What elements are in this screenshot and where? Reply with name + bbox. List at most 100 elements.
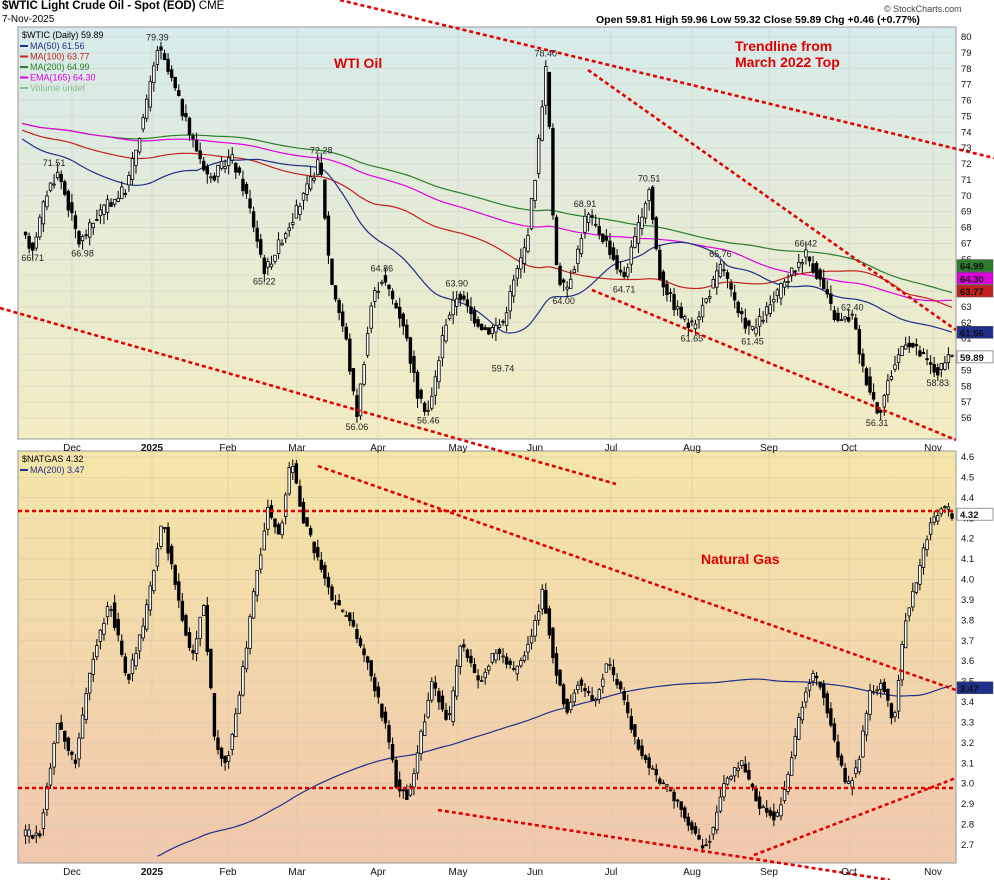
oil-candle (55, 171, 60, 179)
gas-candle (116, 618, 120, 636)
oil-candle (497, 324, 502, 328)
oil-candle (554, 216, 559, 266)
oil-candle (861, 353, 865, 367)
gas-candle (650, 767, 655, 770)
oil-candle (287, 227, 291, 232)
oil-candle (483, 327, 487, 330)
gas-candle (355, 629, 359, 640)
gas-candle (70, 751, 74, 755)
oil-y-tick: 57 (961, 397, 972, 408)
oil-candle (408, 337, 413, 364)
oil-candle (715, 270, 719, 288)
gas-candle (861, 730, 865, 758)
oil-candle (547, 72, 552, 127)
oil-candle (419, 389, 423, 399)
gas-candle (893, 712, 897, 718)
oil-candle (134, 149, 138, 166)
oil-candle (148, 81, 152, 108)
gas-candle (437, 690, 441, 703)
gas-candle (387, 725, 391, 743)
oil-candle (732, 292, 737, 301)
oil-y-tick: 62 (961, 318, 972, 329)
gas-candle (319, 559, 324, 570)
oil-candle (198, 150, 202, 160)
gas-candle (729, 775, 733, 780)
gas-candle (180, 600, 185, 621)
oil-candle (725, 272, 730, 279)
oil-candle (882, 394, 886, 408)
gas-candle (797, 716, 801, 740)
oil-candle (376, 290, 381, 293)
gas-candle (636, 739, 641, 750)
gas-candle (398, 779, 402, 792)
gas-candle (772, 811, 776, 821)
gas-candle (622, 691, 626, 701)
oil-x-tick: Oct (841, 443, 857, 454)
gas-last-value-tag-box (956, 681, 994, 695)
gas-candle (608, 664, 612, 667)
oil-candle (540, 106, 544, 141)
oil-candle (551, 127, 555, 216)
gas-candle (822, 683, 826, 698)
gas-last-value-tag: 3.47 (960, 684, 979, 695)
oil-candle (273, 254, 277, 262)
oil-x-tick: Dec (63, 443, 81, 454)
oil-candle (597, 226, 601, 235)
oil-point-label: 65.76 (709, 249, 732, 259)
gas-candle (690, 822, 694, 831)
gas-candle (487, 665, 491, 671)
oil-candle (936, 367, 940, 376)
gas-candle (30, 835, 35, 839)
gas-candle (604, 663, 609, 673)
gas-candle (244, 647, 249, 670)
oil-candle (615, 255, 619, 270)
oil-y-tick: 63 (961, 302, 972, 313)
gas-candle (145, 604, 149, 630)
oil-candle (918, 350, 922, 357)
gas-candle (565, 698, 569, 713)
oil-legend-entry: MA(100) 63.77 (30, 52, 90, 62)
gas-candle (846, 781, 851, 784)
oil-candle (579, 238, 584, 254)
gas-y-tick: 3.9 (961, 595, 974, 606)
gas-candle (832, 723, 837, 741)
oil-last-value-tag: 61.56 (960, 328, 984, 339)
gas-candle (212, 693, 217, 737)
gas-candle (223, 755, 227, 763)
oil-legend-entry: MA(50) 61.56 (30, 41, 85, 51)
gas-candle (155, 548, 160, 567)
gas-candle (911, 590, 915, 608)
oil-candle (73, 215, 78, 229)
oil-candle (440, 335, 445, 359)
oil-candle (711, 279, 715, 289)
oil-x-tick: May (449, 443, 468, 454)
oil-candle (105, 199, 110, 213)
oil-candle (939, 363, 944, 371)
oil-candle (950, 354, 954, 357)
oil-candle (219, 160, 224, 169)
gas-candle (230, 733, 234, 750)
oil-candle (145, 98, 149, 119)
oil-candle (622, 271, 626, 278)
oil-candle (526, 234, 530, 252)
gas-candle (804, 691, 808, 703)
oil-point-label: 70.51 (638, 174, 661, 184)
gas-candle (943, 506, 947, 508)
gas-candle (84, 693, 88, 720)
gas-candle (479, 680, 484, 682)
oil-x-tick: 2025 (141, 443, 164, 454)
oil-candle (836, 312, 840, 321)
gas-lower-channel (437, 808, 891, 880)
gas-candle (789, 757, 794, 776)
oil-candle (301, 192, 306, 201)
oil-candle (330, 258, 334, 285)
gas-candle (187, 632, 192, 648)
oil-last-value-tag-box (956, 284, 994, 298)
gas-candle (184, 615, 188, 636)
gas-candle (536, 611, 541, 621)
oil-candle (736, 301, 740, 314)
oil-x-tick: Sep (760, 443, 778, 454)
gas-candle (440, 695, 445, 710)
gas-y-tick: 3.7 (961, 636, 974, 647)
